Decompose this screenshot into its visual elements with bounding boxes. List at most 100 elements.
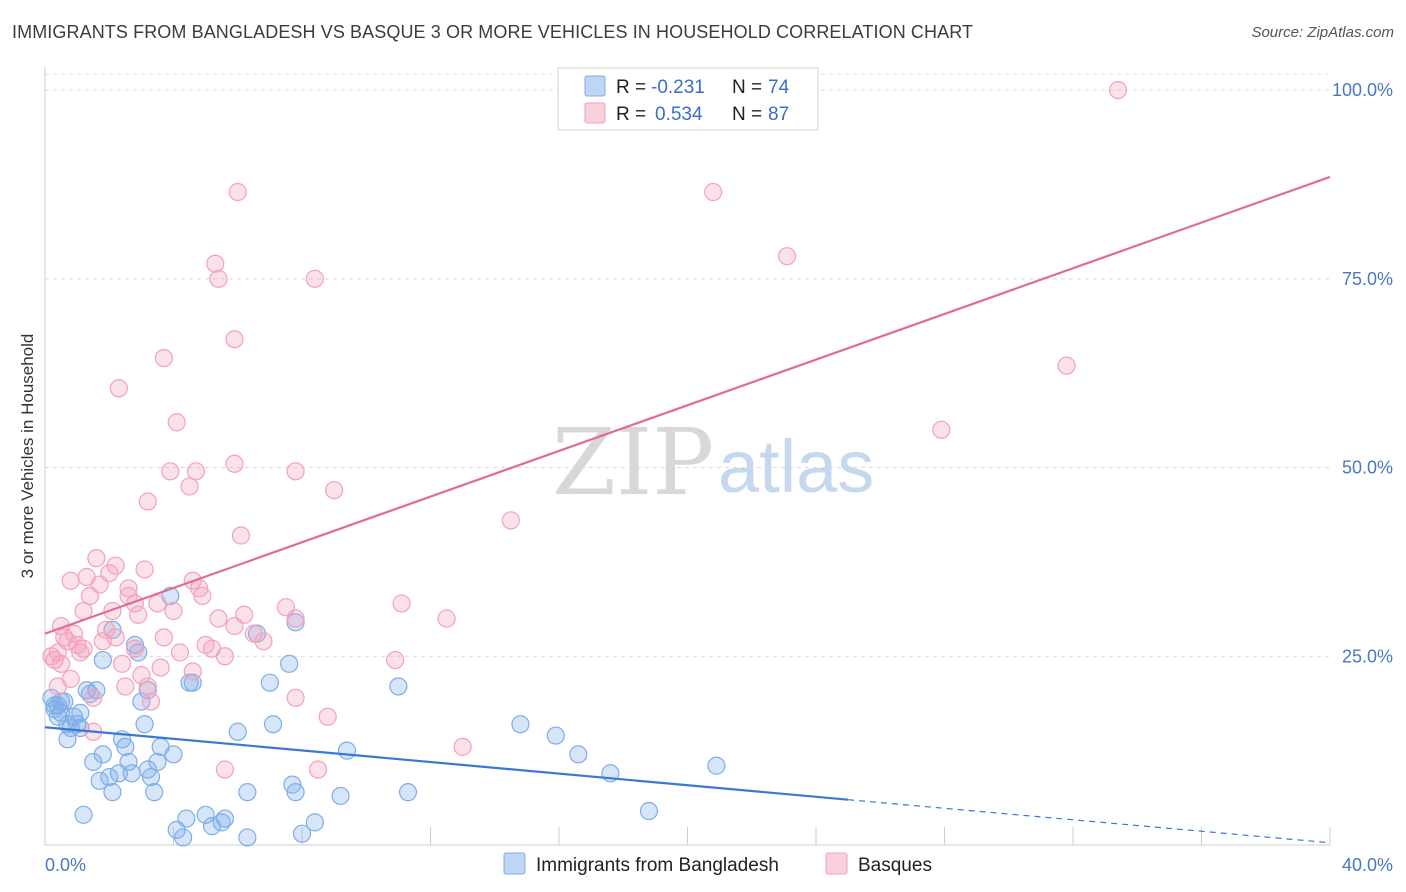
- x-tick-labels: 0.0% 40.0%: [45, 855, 1393, 875]
- basques-point: [138, 677, 157, 696]
- legend-r-value-bangladesh: -0.231: [651, 77, 705, 98]
- bangladesh-point: [260, 673, 279, 692]
- bangladesh-point: [305, 813, 324, 832]
- bangladesh-point: [74, 805, 93, 824]
- grid-lines: [45, 73, 1330, 657]
- bangladesh-point: [263, 715, 283, 734]
- basques-point: [286, 688, 305, 707]
- bangladesh-point: [164, 745, 183, 764]
- legend-swatch-basques: [584, 102, 606, 124]
- bangladesh-point: [51, 692, 71, 711]
- basques-point: [161, 462, 180, 481]
- bottom-legend-label-basques: Basques: [858, 855, 932, 876]
- bangladesh-point: [228, 722, 247, 741]
- basques-point: [254, 632, 273, 651]
- bangladesh-point: [148, 752, 167, 772]
- basques-point: [167, 413, 186, 432]
- basques-point: [80, 586, 100, 605]
- trend-line-basques: [44, 175, 1331, 635]
- basques-point: [51, 654, 71, 673]
- bangladesh-point: [116, 737, 135, 756]
- legend-r-label: R =: [616, 104, 646, 125]
- bottom-legend-swatch-basques: [825, 852, 848, 875]
- bangladesh-point: [292, 824, 312, 843]
- bangladesh-point: [122, 764, 141, 783]
- bottom-legend-swatch-bangladesh: [503, 852, 526, 875]
- bangladesh-point: [202, 817, 222, 836]
- basques-point: [119, 579, 138, 598]
- basques-point: [276, 598, 296, 617]
- legend-n-label: N =: [732, 77, 762, 98]
- bangladesh-point: [331, 786, 350, 806]
- basques-point: [318, 707, 337, 726]
- basques-point: [103, 601, 122, 621]
- basques-point: [129, 605, 148, 624]
- y-tick-label: 100.0%: [1332, 80, 1393, 100]
- bangladesh-point: [145, 783, 164, 802]
- x-tick-label-min: 0.0%: [45, 855, 86, 875]
- basques-point: [84, 688, 103, 707]
- bangladesh-point: [84, 752, 103, 772]
- trend-lines: [44, 175, 1331, 844]
- bangladesh-point: [389, 677, 408, 696]
- basques-point: [87, 549, 106, 568]
- trend-line-bangladesh: [44, 726, 849, 801]
- basques-point: [1057, 356, 1076, 375]
- bangladesh-point: [174, 828, 193, 847]
- bangladesh-point: [48, 707, 67, 726]
- axes: [44, 67, 1331, 846]
- basques-point: [148, 594, 167, 613]
- legend-swatch-bangladesh: [584, 75, 606, 97]
- chart-title: IMMIGRANTS FROM BANGLADESH VS BASQUE 3 O…: [12, 22, 974, 42]
- bangladesh-point: [398, 783, 418, 802]
- basques-point: [100, 564, 119, 583]
- bangladesh-point: [511, 715, 530, 734]
- basques-point: [164, 601, 183, 621]
- bangladesh-point: [212, 813, 231, 832]
- legend-r-label: R =: [616, 77, 646, 98]
- legend-r-value-basques: 0.534: [655, 104, 703, 125]
- bangladesh-point: [569, 745, 588, 764]
- basques-point: [112, 654, 132, 673]
- basques-point: [704, 182, 723, 202]
- basques-point: [180, 477, 199, 496]
- source-credit: Source: ZipAtlas.com: [1251, 24, 1394, 41]
- basques-point: [135, 560, 154, 579]
- bottom-legend: Immigrants from Bangladesh Basques: [503, 852, 932, 876]
- basques-point: [1108, 80, 1128, 100]
- bangladesh-point: [100, 767, 119, 787]
- basques-point: [215, 647, 234, 666]
- bangladesh-point: [280, 654, 299, 673]
- basques-point: [215, 760, 234, 779]
- bangladesh-point: [196, 805, 215, 824]
- basques-point: [154, 628, 173, 647]
- basques-point: [106, 556, 125, 575]
- basques-point: [453, 737, 472, 756]
- basques-point: [96, 620, 116, 639]
- basques-point: [61, 571, 80, 590]
- bangladesh-point: [286, 783, 305, 802]
- legend-n-label: N =: [732, 104, 762, 125]
- basques-point: [325, 481, 344, 500]
- basques-point: [154, 348, 173, 368]
- watermark-zip: ZIP: [552, 409, 714, 516]
- x-tick-label-max: 40.0%: [1342, 855, 1393, 875]
- bangladesh-point: [71, 703, 90, 722]
- basques-point: [116, 677, 135, 696]
- basques-point: [228, 182, 247, 202]
- bangladesh-point: [141, 767, 161, 787]
- y-tick-label: 50.0%: [1342, 458, 1393, 478]
- bangladesh-point: [238, 783, 257, 802]
- legend-n-value-bangladesh: 74: [768, 77, 790, 98]
- basques-point: [109, 379, 128, 398]
- basques-point: [209, 269, 228, 288]
- trend-line-extension-bangladesh: [848, 799, 1331, 844]
- y-tick-label: 25.0%: [1342, 646, 1393, 666]
- basques-point: [106, 628, 125, 647]
- basques-point: [151, 658, 170, 677]
- bangladesh-point: [546, 726, 565, 745]
- basques-point: [392, 594, 411, 613]
- basques-point: [225, 330, 244, 349]
- basques-point: [286, 462, 305, 481]
